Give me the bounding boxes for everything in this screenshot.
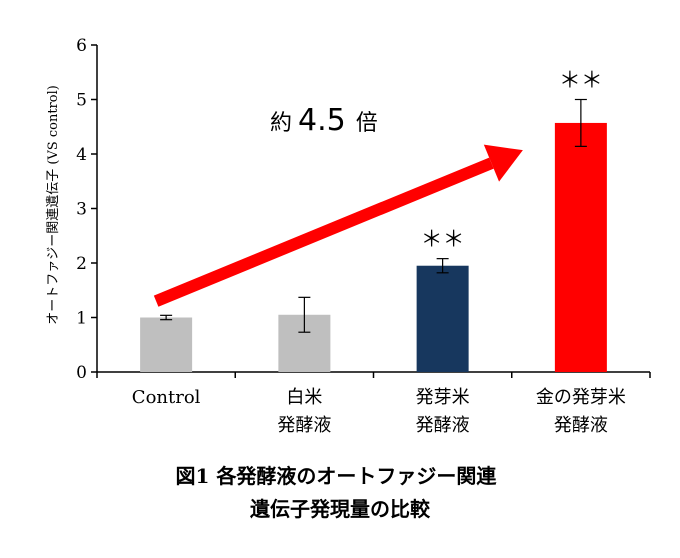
bars: ＊＊ ＊＊ xyxy=(140,69,607,372)
y-tick-label: 4 xyxy=(76,145,87,165)
y-tick-label: 2 xyxy=(76,254,87,274)
category-label: 白米 xyxy=(286,387,322,408)
caption-line-2: 遺伝子発現量の比較 xyxy=(250,497,431,521)
significance-label: ＊＊ xyxy=(559,69,603,94)
y-tick-label: 3 xyxy=(76,200,87,220)
category-label: 発酵液 xyxy=(554,415,608,436)
significance-label: ＊＊ xyxy=(421,228,465,253)
y-axis-label: オートファジー関連遺伝子 (VS control) xyxy=(46,85,61,325)
y-tick-label: 0 xyxy=(76,363,87,383)
category-label: 発酵液 xyxy=(416,415,470,436)
arrow-head xyxy=(483,144,523,182)
category-label: Control xyxy=(132,387,201,408)
arrow-shaft xyxy=(153,157,494,307)
bar xyxy=(416,265,469,372)
y-tick-label: 1 xyxy=(76,309,87,329)
category-label: 発酵液 xyxy=(277,415,331,436)
annotation-suffix: 倍 xyxy=(356,111,378,136)
y-tick-label: 5 xyxy=(76,91,87,111)
y-tick-label: 6 xyxy=(76,36,87,56)
caption-line-1: 図1 各発酵液のオートファジー関連 xyxy=(176,464,498,488)
bar xyxy=(140,317,193,372)
category-label: 発芽米 xyxy=(416,387,470,408)
annotation-value: 4.5 xyxy=(298,103,346,138)
annotation-prefix: 約 xyxy=(270,111,292,136)
fold-change-annotation: 約 4.5 倍 xyxy=(270,103,378,138)
bar xyxy=(554,122,607,372)
category-label: 金の発芽米 xyxy=(536,387,626,408)
increase-arrow xyxy=(153,144,523,307)
